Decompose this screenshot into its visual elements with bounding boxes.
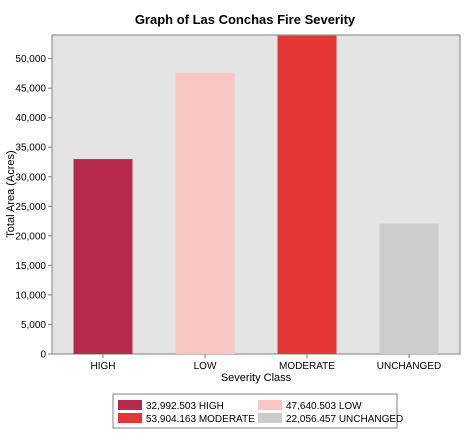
y-axis-label: Total Area (Acres) [5,150,17,237]
chart-title: Graph of Las Conchas Fire Severity [135,12,356,27]
y-tick-label: 0 [40,350,46,361]
bar-moderate [277,35,337,354]
bars [73,35,439,354]
y-axis-ticks: 0 5,000 10,000 15,000 20,000 25,000 30,000 35,0… [15,54,52,361]
y-tick-label: 30,000 [15,172,46,183]
x-tick-label-moderate: MODERATE [279,361,335,372]
x-axis-label: Severity Class [221,372,292,384]
x-axis-ticks: HIGH LOW MODERATE UNCHANGED [91,354,441,372]
y-tick-label: 50,000 [15,54,46,65]
legend [112,393,398,429]
legend-swatch [258,413,282,423]
legend-items: 32,992.503 HIGH 47,640.503 LOW 53,904.163 … [118,400,403,425]
y-tick-label: 25,000 [15,202,46,213]
y-tick-label: 45,000 [15,84,46,95]
legend-label: 32,992.503 HIGH [146,401,224,412]
legend-label: 22,056.457 UNCHANGED [286,414,403,425]
y-tick-label: 35,000 [15,143,46,154]
y-tick-label: 15,000 [15,261,46,272]
x-tick-label-high: HIGH [91,361,116,372]
legend-label: 47,640.503 LOW [286,401,362,412]
y-tick-label: 5,000 [21,320,46,331]
bar-high [73,159,133,354]
y-tick-label: 40,000 [15,113,46,124]
bar-low [175,72,235,354]
x-tick-label-unchanged: UNCHANGED [377,361,441,372]
legend-swatch [118,413,142,423]
y-tick-label: 20,000 [15,231,46,242]
y-tick-label: 10,000 [15,290,46,301]
legend-label: 53,904.163 MODERATE [146,414,255,425]
legend-swatch [118,400,142,410]
legend-swatch [258,400,282,410]
bar-unchanged [379,223,439,354]
x-tick-label-low: LOW [194,361,217,372]
